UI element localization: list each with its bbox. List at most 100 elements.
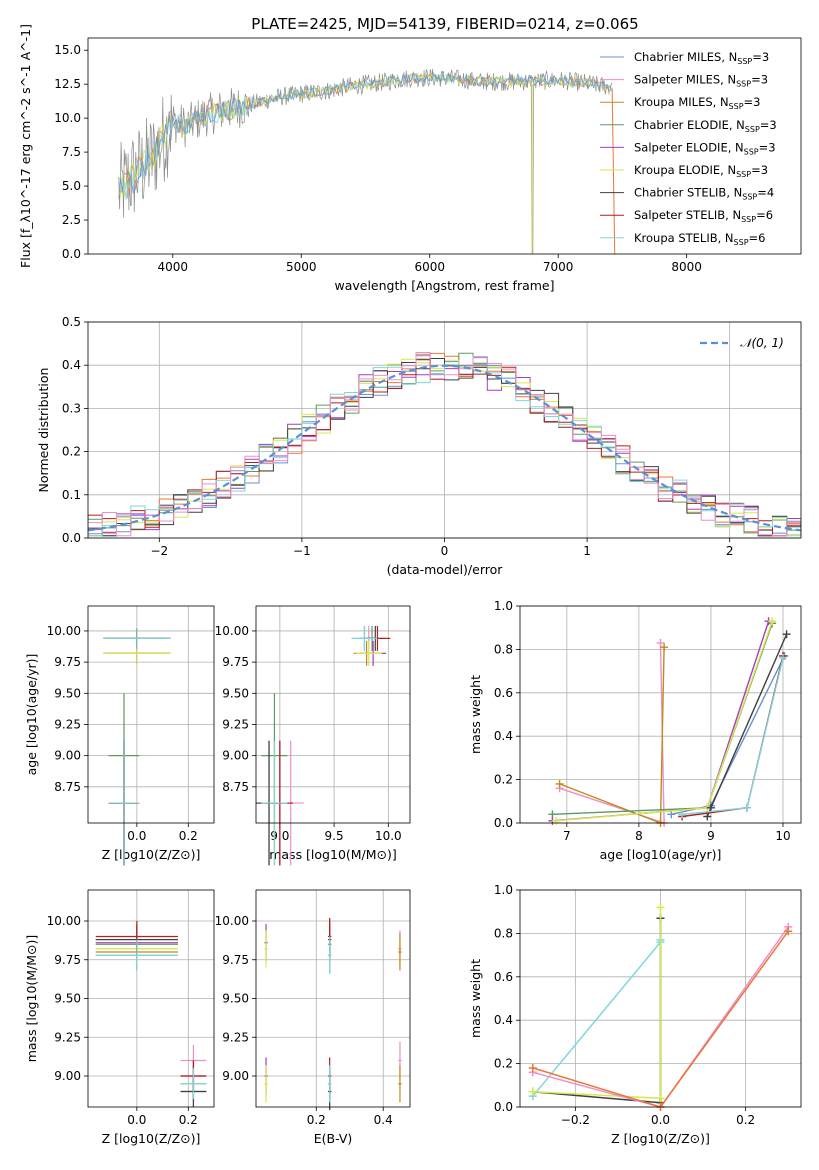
histogram-8: [88, 352, 801, 537]
y-tick-label: 9.50: [222, 686, 249, 700]
mass-weight-point: [782, 630, 791, 639]
y-tick-label: 0.2: [494, 773, 513, 787]
y-tick-label: 0.0: [494, 816, 513, 830]
axes-frame-mass-vs-z: [87, 889, 215, 1108]
marks-mass-vs-z: [95, 921, 207, 1107]
x-tick-label: 0.2: [307, 1113, 326, 1127]
x-tick-label: −0.2: [561, 1113, 590, 1127]
axes-frame-residuals: [87, 321, 802, 539]
legend-label: Salpeter STELIB, NSSP=6: [634, 208, 773, 224]
x-tick-label: 1: [583, 544, 591, 558]
mass-weight-point: [528, 1063, 537, 1072]
y-tick-label: 9.25: [222, 717, 249, 731]
y-tick-label: 0.4: [494, 1013, 513, 1027]
legend-label: Kroupa ELODIE, NSSP=3: [634, 163, 768, 179]
y-tick-label: 0.3: [62, 401, 81, 415]
spectrum-legend: Chabrier MILES, NSSP=3 Salpeter MILES, NS…: [600, 50, 777, 247]
axes-frame-age-vs-z: [87, 605, 215, 824]
y-tick-label: 0.4: [62, 358, 81, 372]
x-tick-label: 6000: [414, 260, 445, 274]
y-tick-label: 9.00: [54, 749, 81, 763]
y-tick-label: 9.25: [222, 1030, 249, 1044]
legend-label: Chabrier STELIB, NSSP=4: [634, 186, 774, 202]
y-tick-label: 9.50: [54, 686, 81, 700]
y-tick-label: 0.0: [494, 1100, 513, 1114]
axes-mass-vs-z: 0.0 0.2 9.00 9.25 9.50 9.75 10.00 Z [log10(Z/Z⊙…: [24, 890, 214, 1146]
x-tick-label: 10.0: [375, 829, 402, 843]
axes-mass-vs-ebv: 0.2 0.4 9.00 9.25 9.50 9.75 10.00 E(B-V): [215, 890, 410, 1146]
y-tick-label: 10.00: [47, 624, 81, 638]
mass-weight-point: [678, 810, 687, 819]
mass-weight-point: [552, 816, 561, 825]
y-tick-label: 0.1: [62, 488, 81, 502]
axes-frame-mass-vs-ebv: [255, 889, 411, 1108]
mass-weight-point: [656, 1094, 665, 1103]
y-tick-label: 10.0: [54, 111, 81, 125]
y-tick-label: 9.50: [54, 992, 81, 1006]
x-tick-label: 0.0: [127, 1113, 146, 1127]
marks-age-vs-mass: [256, 625, 391, 866]
x-tick-label: −1: [293, 544, 311, 558]
x-tick-label: 0.2: [736, 1113, 755, 1127]
x-tick-label: 7: [563, 829, 571, 843]
y-axis-label: Normed distribution: [36, 368, 51, 493]
y-tick-label: 15.0: [54, 43, 81, 57]
axes-frame-age-vs-mass: [255, 605, 411, 824]
mass-weight-point: [656, 638, 665, 647]
y-tick-label: 10.00: [215, 914, 249, 928]
y-tick-label: 0.8: [494, 926, 513, 940]
marks-age-vs-z: [103, 628, 171, 866]
model-drop: [611, 88, 616, 254]
axes-age-vs-z: 0.0 0.2 8.75 9.00 9.25 9.50 9.75 10.00 Z [log10(…: [24, 606, 214, 862]
y-axis-label: Flux [f_λ10^-17 erg cm^-2 s^-1 A^-1]: [18, 24, 33, 268]
x-axis-label: wavelength [Angstrom, rest frame]: [334, 278, 554, 293]
x-tick-label: 8: [635, 829, 643, 843]
x-tick-label: 0: [441, 544, 449, 558]
mass-weight-point: [667, 810, 676, 819]
y-tick-label: 8.75: [54, 780, 81, 794]
marks-mass-vs-ebv: [264, 917, 402, 1111]
x-tick-label: 9.5: [325, 829, 344, 843]
mass-weight-point: [660, 643, 669, 652]
x-tick-label: 0.0: [651, 1113, 670, 1127]
axes-frame-spectrum: [87, 37, 802, 255]
mass-weight-point: [742, 803, 751, 812]
mass-weight-point: [706, 803, 715, 812]
y-tick-label: 9.25: [54, 717, 81, 731]
x-tick-label: 0.0: [127, 829, 146, 843]
y-tick-label: 9.75: [222, 953, 249, 967]
y-tick-label: 5.0: [62, 179, 81, 193]
y-tick-label: 0.6: [494, 970, 513, 984]
mass-weight-point: [555, 779, 564, 788]
y-axis-label: mass weight: [468, 675, 483, 754]
x-tick-label: 4000: [158, 260, 189, 274]
y-tick-label: 0.2: [62, 445, 81, 459]
mass-weight-point: [784, 927, 793, 936]
y-tick-label: 0.0: [62, 531, 81, 545]
y-tick-label: 0.4: [494, 729, 513, 743]
mass-weight-point: [528, 1087, 537, 1096]
y-tick-label: 0.6: [494, 686, 513, 700]
figure-title: PLATE=2425, MJD=54139, FIBERID=0214, z=0…: [251, 15, 638, 33]
y-tick-label: 9.25: [54, 1030, 81, 1044]
y-tick-label: 10.00: [215, 624, 249, 638]
x-tick-label: 2: [726, 544, 734, 558]
y-axis-label: age [log10(age/yr)]: [24, 654, 39, 776]
y-tick-label: 9.00: [222, 749, 249, 763]
y-tick-label: 0.8: [494, 642, 513, 656]
legend-label: Kroupa STELIB, NSSP=6: [634, 231, 765, 247]
x-axis-label: E(B-V): [314, 1131, 353, 1146]
x-tick-label: 0.2: [179, 829, 198, 843]
y-tick-label: 9.50: [222, 992, 249, 1006]
x-axis-label: Z [log10(Z/Z⊙)]: [102, 1131, 201, 1146]
y-tick-label: 0.0: [62, 247, 81, 261]
mass-weight-point: [656, 903, 665, 912]
x-axis-label: Z [log10(Z/Z⊙)]: [102, 847, 201, 862]
model-line-chabrier-miles: [118, 73, 613, 199]
x-axis-label: (data-model)/error: [387, 562, 504, 577]
x-axis-label: Z [log10(Z/Z⊙)]: [611, 1131, 710, 1146]
legend-label: Kroupa MILES, NSSP=3: [634, 95, 760, 111]
y-tick-label: 2.5: [62, 213, 81, 227]
spectrum-data-line: [118, 68, 610, 254]
